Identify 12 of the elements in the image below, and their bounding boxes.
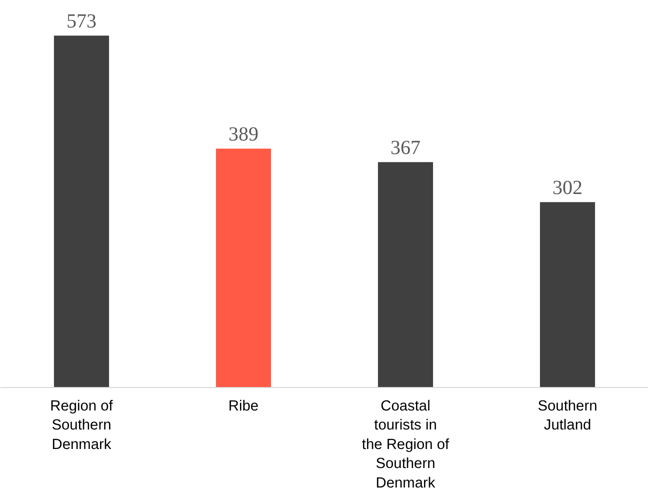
bar: [54, 36, 110, 388]
bar: [216, 148, 272, 388]
data-label: 302: [552, 177, 582, 200]
bar: [540, 202, 596, 388]
data-label: 389: [228, 124, 258, 146]
data-label: 367: [390, 137, 420, 160]
data-label: 573: [66, 10, 96, 33]
x-tick-label: Ribe: [228, 398, 259, 414]
bar: [378, 162, 434, 388]
x-tick-label: Coastal tourists in the Region of Southern Denmark: [362, 398, 450, 492]
x-tick-label: Region of Southern Denmark: [50, 398, 114, 453]
x-tick-label: Southern Jutland: [538, 398, 598, 434]
